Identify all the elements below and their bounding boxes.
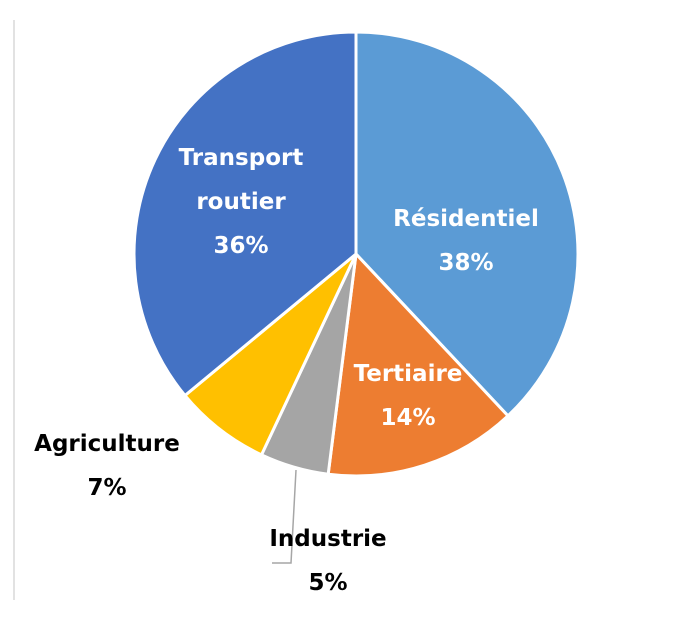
category-label: Transport routier [178,145,304,215]
pie-slice [326,250,511,478]
slice-label: Transport routier 36% [151,136,331,268]
value-label: 7% [87,475,127,501]
slice-label: Agriculture 7% [7,422,207,510]
slice-label: Résidentiel 38% [356,197,576,285]
value-label: 5% [308,570,348,596]
category-label: Tertiaire [353,361,463,387]
value-label: 38% [438,250,494,276]
slice-label: Tertiaire 14% [328,352,488,440]
value-label: 36% [213,233,269,259]
slice-label: Industrie 5% [238,517,418,605]
category-label: Résidentiel [393,206,539,232]
value-label: 14% [380,405,436,431]
leader-line [272,469,297,564]
category-label: Agriculture [34,431,180,457]
pie-slice [132,30,358,398]
pie-slice [354,30,580,418]
category-label: Industrie [269,526,387,552]
